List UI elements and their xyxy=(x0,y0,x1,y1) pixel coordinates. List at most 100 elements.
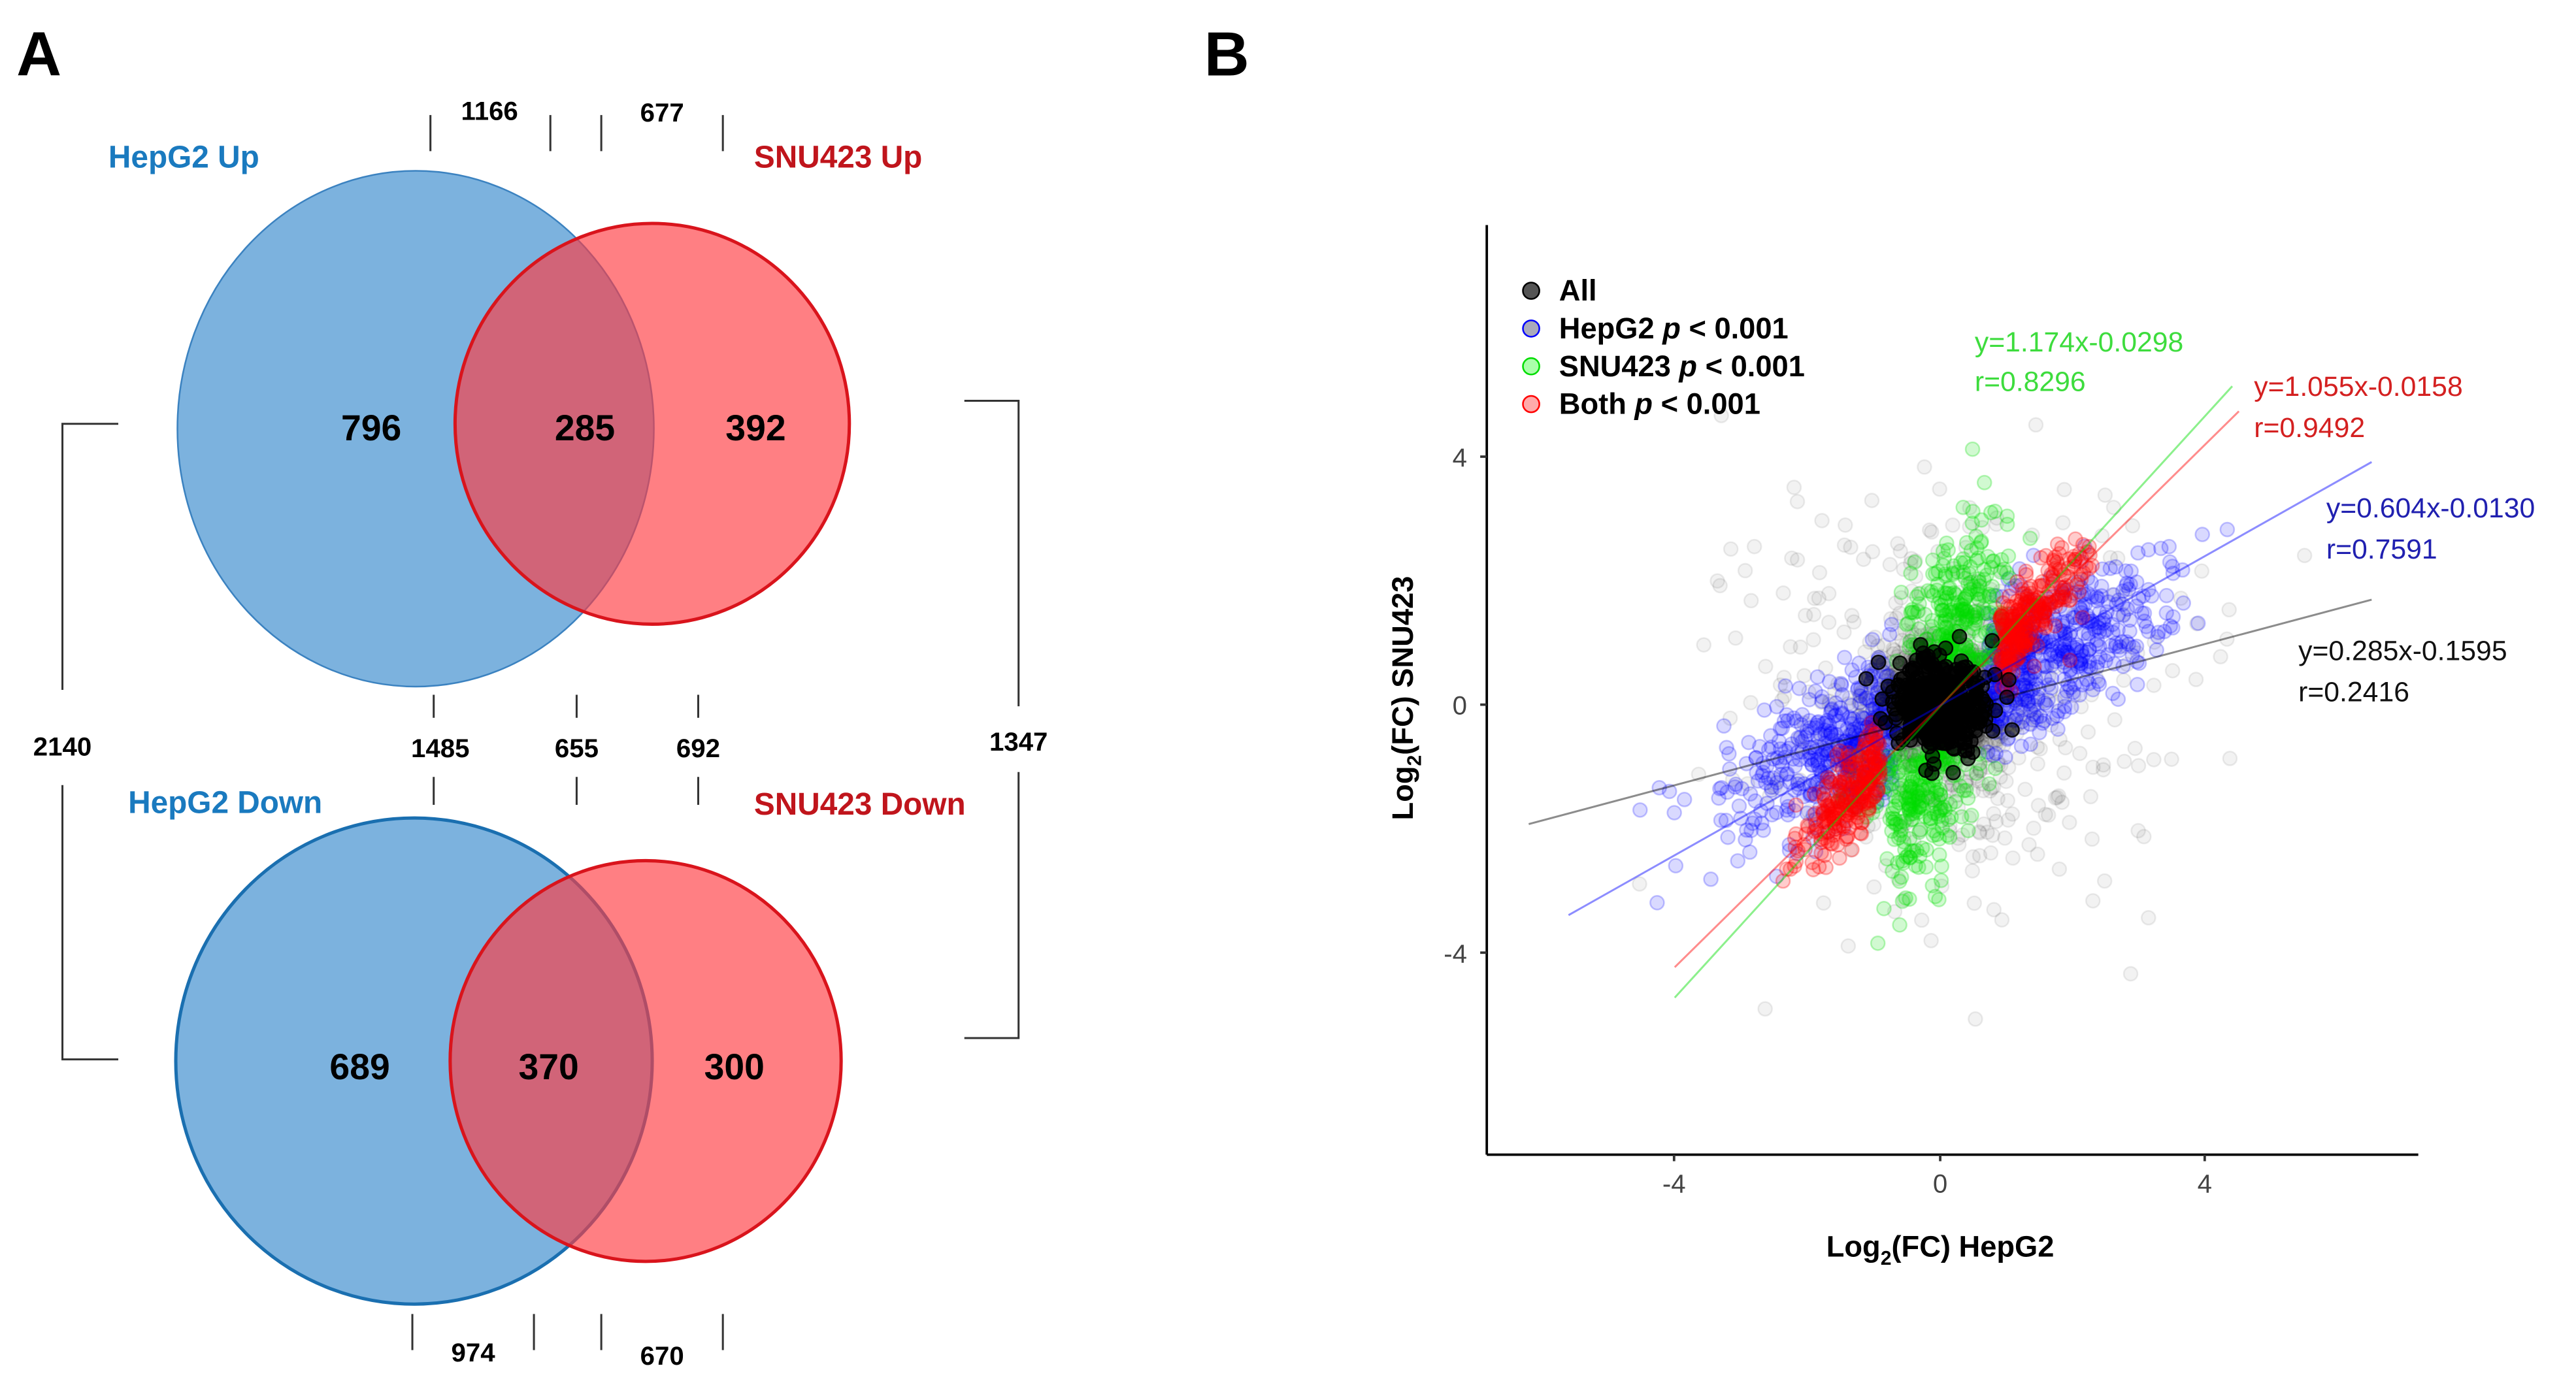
point-all xyxy=(1958,607,1975,623)
point-all xyxy=(1942,783,1958,798)
point-all xyxy=(1821,614,1837,630)
point-all xyxy=(1994,912,2010,928)
point-hepg2 xyxy=(1840,721,1855,737)
brackets xyxy=(61,115,1020,1350)
point-hepg2 xyxy=(2015,677,2031,693)
point-all xyxy=(2124,517,2141,534)
hepg2-cross-count: 1485 xyxy=(411,734,469,763)
point-all xyxy=(1896,783,1912,799)
point-hepg2 xyxy=(1661,783,1677,800)
point-hepg2 xyxy=(2055,643,2071,660)
point-hepg2 xyxy=(1852,731,1868,747)
point-all xyxy=(1872,711,1889,726)
point-snu423 xyxy=(1999,516,2015,532)
point-all xyxy=(1970,573,1986,589)
point-all xyxy=(1853,685,1870,702)
point-hepg2 xyxy=(1849,681,1866,698)
point-all xyxy=(2130,758,2147,773)
point-hepg2 xyxy=(1988,607,2004,623)
point-all xyxy=(2000,792,2016,809)
hepg2-up-label: HepG2 Up xyxy=(108,140,259,175)
point-all xyxy=(1836,624,1852,640)
point-hepg2 xyxy=(1851,747,1866,764)
point-hepg2 xyxy=(2115,583,2131,599)
point-all xyxy=(1918,762,1934,778)
snu423-cross-count: 692 xyxy=(676,734,720,763)
point-all xyxy=(2062,815,2077,830)
point-all xyxy=(2057,740,2073,756)
point-hepg2 xyxy=(1823,723,1839,740)
point-all xyxy=(2130,822,2146,839)
point-all xyxy=(2096,873,2113,889)
point-all xyxy=(1849,755,1866,771)
point-all xyxy=(2081,544,2097,561)
point-hepg2 xyxy=(2024,681,2041,697)
x-tick-label: -4 xyxy=(1662,1169,1686,1198)
point-both xyxy=(1811,858,1827,875)
point-hepg2 xyxy=(2036,606,2052,622)
point-hepg2 xyxy=(1772,781,1789,796)
legend-label-all: All xyxy=(1559,274,1597,307)
point-all xyxy=(1796,715,1812,731)
point-hepg2 xyxy=(2055,614,2070,630)
point-all xyxy=(1709,573,1725,589)
point-all xyxy=(1992,757,2009,773)
point-hepg2 xyxy=(1821,717,1838,733)
point-all xyxy=(2051,556,2066,572)
point-hepg2 xyxy=(2065,685,2081,700)
point-all xyxy=(2048,694,2064,710)
point-hepg2 xyxy=(1834,706,1851,723)
point-all xyxy=(1811,590,1827,606)
point-all xyxy=(1890,871,1906,887)
point-both xyxy=(1832,850,1847,866)
x-tick-label: 0 xyxy=(1933,1169,1947,1198)
point-all xyxy=(1972,763,1988,779)
point-all xyxy=(1923,626,1938,643)
point-all xyxy=(1904,792,1921,809)
point-all xyxy=(2116,672,2132,689)
point-all xyxy=(1951,836,1967,853)
point-both xyxy=(2015,581,2030,597)
point-all xyxy=(2017,676,2032,692)
point-hepg2 xyxy=(1809,669,1826,685)
point-snu423 xyxy=(1981,776,1997,792)
point-all xyxy=(1904,551,1919,566)
point-hepg2 xyxy=(1811,784,1827,800)
point-all xyxy=(1817,660,1834,676)
point-snu423 xyxy=(1882,811,1898,827)
point-all xyxy=(1997,830,2013,846)
point-all xyxy=(1866,879,1882,895)
point-all xyxy=(1980,759,1996,775)
point-all xyxy=(2188,615,2205,632)
point-hepg2 xyxy=(1828,783,1844,799)
point-all xyxy=(1947,613,1963,628)
point-hepg2 xyxy=(2125,640,2141,655)
point-all xyxy=(1990,757,2006,773)
point-all xyxy=(2017,638,2034,653)
point-all xyxy=(1902,755,1918,771)
point-all xyxy=(1984,780,2000,796)
point-all xyxy=(1783,639,1798,655)
hepg2-down-total: 974 xyxy=(451,1338,495,1367)
point-all xyxy=(1970,773,1986,789)
point-hepg2 xyxy=(2090,654,2106,670)
point-snu423 xyxy=(1891,873,1907,889)
point-all xyxy=(1912,684,1928,700)
point-hepg2 xyxy=(1764,782,1779,798)
point-all xyxy=(1830,675,1846,692)
point-hepg2 xyxy=(2081,613,2097,630)
point-snu423 xyxy=(1891,830,1907,846)
point-all xyxy=(1821,745,1837,760)
point-hepg2 xyxy=(2050,646,2066,662)
point-all xyxy=(2025,689,2041,705)
point-all xyxy=(2021,673,2036,689)
point-hepg2 xyxy=(2130,677,2145,692)
point-hepg2 xyxy=(2027,625,2043,640)
point-hepg2 xyxy=(1851,655,1867,672)
point-all xyxy=(2147,634,2162,650)
point-hepg2 xyxy=(1832,700,1849,716)
point-hepg2 xyxy=(1727,779,1743,795)
point-all xyxy=(1895,757,1911,773)
point-snu423 xyxy=(1900,801,1917,817)
point-all xyxy=(1911,822,1928,839)
